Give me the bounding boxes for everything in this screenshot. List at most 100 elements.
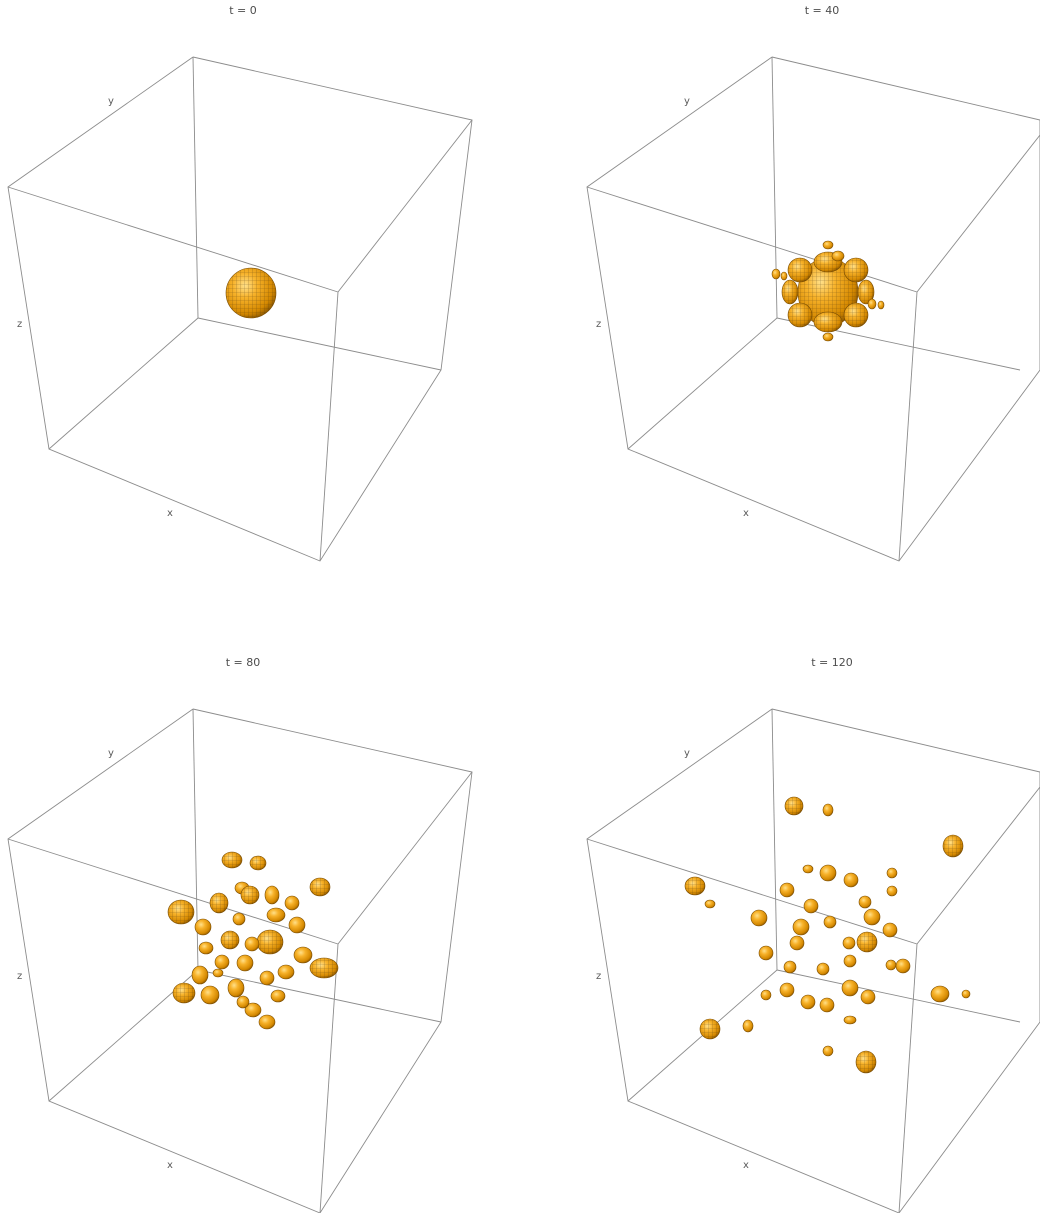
isosurface-blob <box>842 936 856 950</box>
axis-label-y: y <box>684 748 690 759</box>
isosurface-blob <box>780 271 788 281</box>
isosurface-blob <box>783 960 797 974</box>
isosurface-mesh <box>856 1051 876 1073</box>
isosurface-mesh <box>844 303 868 327</box>
isosurface-blob <box>266 907 286 923</box>
isosurface-blob <box>750 909 768 927</box>
isosurface-blob <box>882 922 898 938</box>
isosurface-blob <box>259 970 275 986</box>
isosurface-mesh <box>857 932 877 952</box>
isosurface-blob <box>779 982 795 998</box>
axis-label-x: x <box>743 508 749 519</box>
isosurface-mesh <box>257 930 283 954</box>
isosurface-blob <box>758 945 774 961</box>
axis-label-y: y <box>684 96 690 107</box>
isosurface-blob <box>860 989 876 1005</box>
isosurface-mesh <box>788 303 812 327</box>
isosurface-blob <box>236 954 254 972</box>
isosurface-blob <box>858 895 872 909</box>
axis-label-x: x <box>167 1160 173 1171</box>
isosurface <box>771 240 885 342</box>
isosurface-blob <box>885 959 897 971</box>
isosurface-mesh <box>685 877 705 895</box>
isosurface-blob <box>236 995 250 1009</box>
isosurface-blob <box>886 885 898 897</box>
isosurface <box>684 796 971 1074</box>
isosurface-blob <box>819 997 835 1013</box>
isosurface-mesh <box>785 797 803 815</box>
isosurface-blob <box>264 885 280 905</box>
isosurface-blob <box>258 1014 276 1030</box>
isosurface-blob <box>214 954 230 970</box>
isosurface-mesh <box>250 856 266 870</box>
isosurface-blob <box>792 918 810 936</box>
isosurface-blob <box>800 994 816 1010</box>
axis-label-y: y <box>108 748 114 759</box>
panel-title: t = 40 <box>805 4 840 17</box>
isosurface-blob <box>198 941 214 955</box>
panel-title: t = 80 <box>226 656 261 669</box>
isosurface-blob <box>704 899 716 909</box>
isosurface-blob <box>822 1045 834 1057</box>
isosurface-blob <box>277 964 295 980</box>
panel-t40: t = 40 y z x <box>586 4 1040 562</box>
isosurface-blob <box>244 936 260 952</box>
axis-label-z: z <box>596 319 601 330</box>
axis-label-z: z <box>596 971 601 982</box>
isosurface <box>225 267 277 319</box>
isosurface-blob <box>843 954 857 968</box>
isosurface-mesh <box>222 852 242 868</box>
isosurface-blob <box>789 935 805 951</box>
isosurface-blob <box>802 864 814 874</box>
isosurface-mesh <box>844 258 868 282</box>
isosurface-blob <box>895 958 911 974</box>
isosurface-blob <box>863 908 881 926</box>
isosurface-blob <box>961 989 971 999</box>
isosurface-blob <box>822 803 834 817</box>
axis-label-z: z <box>17 319 22 330</box>
panel-title: t = 0 <box>229 4 257 17</box>
panel-title: t = 120 <box>811 656 853 669</box>
panel-t80: t = 80 y z x <box>7 656 473 1213</box>
bounding-box <box>7 56 473 562</box>
isosurface-mesh <box>210 893 228 913</box>
isosurface-blob <box>886 867 898 879</box>
isosurface-blob <box>867 298 877 310</box>
isosurface-mesh <box>943 835 963 857</box>
isosurface-blob <box>823 915 837 929</box>
isosurface-mesh <box>241 886 259 904</box>
isosurface-blob <box>284 895 300 911</box>
isosurface-blob <box>841 979 859 997</box>
isosurface-blob <box>822 332 834 342</box>
isosurface-blob <box>200 985 220 1005</box>
isosurface-blob <box>232 912 246 926</box>
isosurface-blob <box>843 1015 857 1025</box>
panel-t120: t = 120 y z x <box>586 656 1040 1213</box>
isosurface-blob <box>227 978 245 998</box>
isosurface-blob <box>822 240 834 250</box>
isosurface-mesh <box>858 280 874 304</box>
isosurface-blob <box>803 898 819 914</box>
axis-label-z: z <box>17 971 22 982</box>
axis-label-x: x <box>167 508 173 519</box>
isosurface-mesh <box>173 983 195 1003</box>
isosurface-blob <box>270 989 286 1003</box>
isosurface-blob <box>877 300 885 310</box>
isosurface-mesh <box>226 268 276 318</box>
axis-label-y: y <box>108 96 114 107</box>
isosurface-blob <box>930 985 950 1003</box>
isosurface-blob <box>293 946 313 964</box>
isosurface-mesh <box>814 312 842 332</box>
isosurface-mesh <box>310 958 338 978</box>
isosurface-blob <box>760 989 772 1001</box>
isosurface-blob <box>244 1002 262 1018</box>
isosurface-blob <box>816 962 830 976</box>
panel-t0: t = 0 y z x <box>7 4 473 562</box>
isosurface-mesh <box>221 931 239 949</box>
isosurface-mesh <box>168 900 194 924</box>
isosurface-blob <box>843 872 859 888</box>
isosurface-mesh <box>788 258 812 282</box>
isosurface-mesh <box>782 280 798 304</box>
isosurface-mesh <box>310 878 330 896</box>
